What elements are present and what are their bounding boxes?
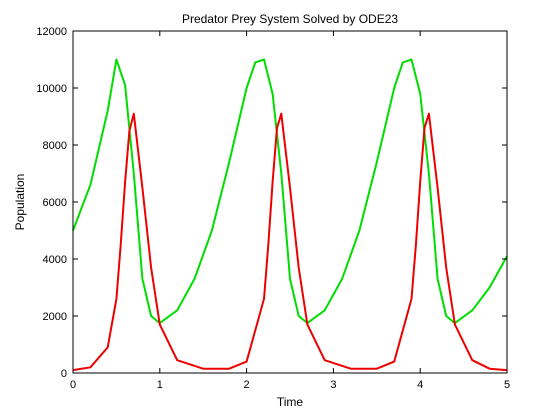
- y-tick-label: 6000: [43, 197, 67, 209]
- series-line-1: [72, 58, 508, 325]
- x-axis-label: Time: [277, 395, 304, 409]
- y-tick-label: 10000: [36, 83, 67, 95]
- y-tick-label: 12000: [36, 26, 67, 38]
- y-tick-label: 4000: [43, 254, 67, 266]
- x-tick-label: 0: [70, 379, 76, 391]
- y-axis-label: Population: [13, 174, 27, 231]
- x-tick-label: 3: [330, 379, 336, 391]
- y-tick-label: 2000: [43, 311, 67, 323]
- x-tick-label: 4: [417, 379, 423, 391]
- x-tick-label: 2: [244, 379, 250, 391]
- x-tick-label: 5: [504, 379, 510, 391]
- y-tick-label: 0: [61, 368, 67, 380]
- series-line-2: [72, 112, 508, 372]
- x-tick-label: 1: [157, 379, 163, 391]
- y-tick-label: 8000: [43, 140, 67, 152]
- chart-title: Predator Prey System Solved by ODE23: [182, 12, 398, 26]
- plot-area: 0 1 2 3 4 5 0 2000 4000 6000 8000 10000 12000: [36, 26, 510, 391]
